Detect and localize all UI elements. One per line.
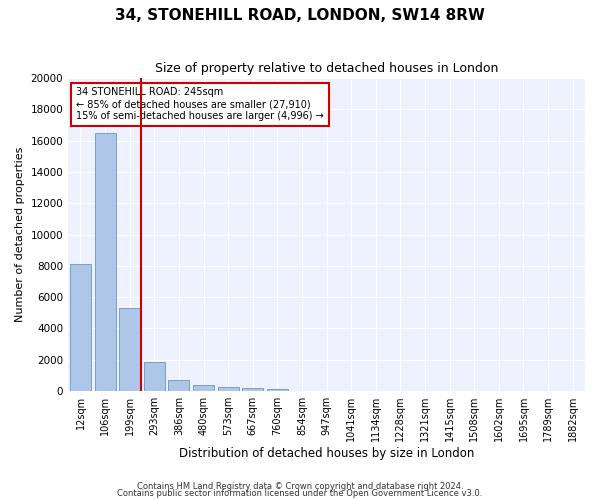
Bar	[70, 264, 91, 391]
Text: 34, STONEHILL ROAD, LONDON, SW14 8RW: 34, STONEHILL ROAD, LONDON, SW14 8RW	[115, 8, 485, 22]
Y-axis label: Number of detached properties: Number of detached properties	[15, 147, 25, 322]
Text: Contains public sector information licensed under the Open Government Licence v3: Contains public sector information licen…	[118, 489, 482, 498]
Bar	[267, 388, 288, 391]
Text: Contains HM Land Registry data © Crown copyright and database right 2024.: Contains HM Land Registry data © Crown c…	[137, 482, 463, 491]
Bar	[144, 362, 165, 391]
Bar	[242, 388, 263, 391]
Bar	[119, 308, 140, 391]
X-axis label: Distribution of detached houses by size in London: Distribution of detached houses by size …	[179, 447, 474, 460]
Title: Size of property relative to detached houses in London: Size of property relative to detached ho…	[155, 62, 498, 76]
Bar	[95, 133, 116, 391]
Bar	[218, 386, 239, 391]
Bar	[169, 380, 190, 391]
Text: 34 STONEHILL ROAD: 245sqm
← 85% of detached houses are smaller (27,910)
15% of s: 34 STONEHILL ROAD: 245sqm ← 85% of detac…	[76, 88, 323, 120]
Bar	[193, 386, 214, 391]
